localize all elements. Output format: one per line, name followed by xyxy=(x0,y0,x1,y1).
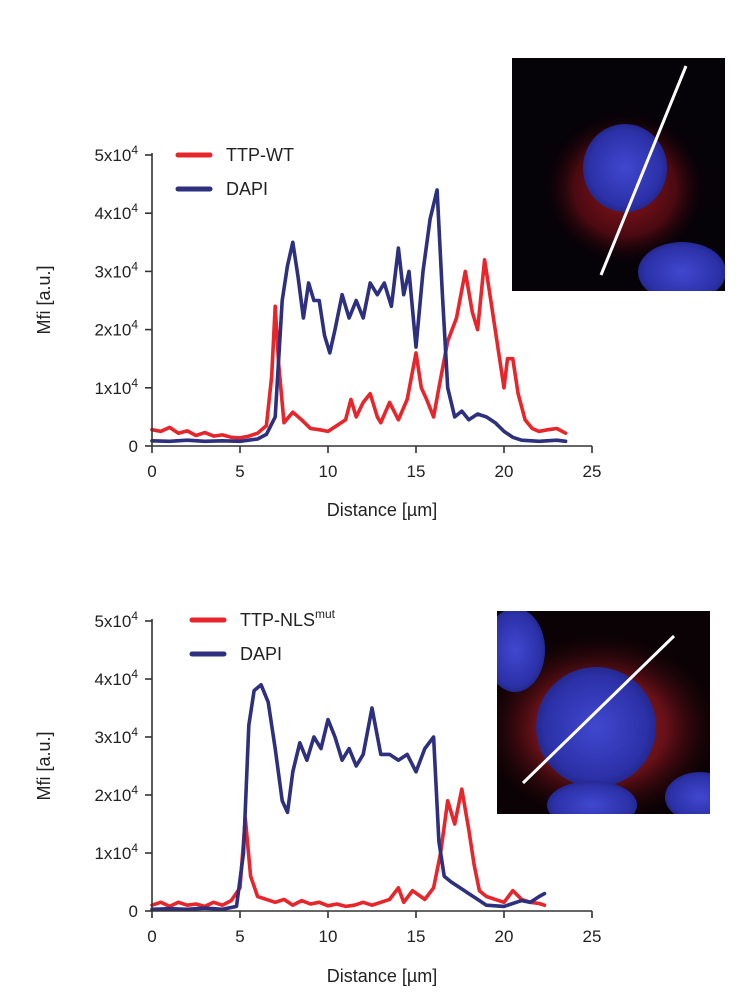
series-line-1 xyxy=(150,683,547,912)
micrograph-inset-bottom xyxy=(497,611,710,814)
chart-series-lines xyxy=(150,683,547,912)
chart-legend: TTP-WT DAPI xyxy=(175,145,294,199)
x-tick-label: 15 xyxy=(407,462,426,481)
series-line-0 xyxy=(150,787,547,909)
y-tick-label: 1x104 xyxy=(94,841,138,863)
chart-series-lines xyxy=(150,188,568,444)
y-axis-title: Mfi [a.u.] xyxy=(34,731,54,800)
x-tick-label: 0 xyxy=(147,462,156,481)
x-axis-title: Distance [µm] xyxy=(327,500,437,520)
y-tick-label: 2x104 xyxy=(94,318,138,340)
y-tick-label: 1x104 xyxy=(94,376,138,398)
x-tick-label: 5 xyxy=(235,927,244,946)
x-tick-label: 0 xyxy=(147,927,156,946)
line-chart-top: 0 5 10 15 20 25 0 1x104 2x104 3x104 4x104 5x104 Dist… xyxy=(34,143,601,520)
x-tick-label: 25 xyxy=(583,462,602,481)
y-tick-label: 5x104 xyxy=(94,143,138,165)
x-tick-label: 5 xyxy=(235,462,244,481)
chart-axes: 0 5 10 15 20 25 0 1x104 2x104 3x104 4x104 5x104 Dist… xyxy=(34,143,601,520)
y-tick-label: 0 xyxy=(129,902,138,921)
micrograph-inset-top xyxy=(512,58,725,291)
x-tick-label: 20 xyxy=(495,462,514,481)
legend-label-0: TTP-NLSmut xyxy=(240,607,336,630)
x-tick-label: 20 xyxy=(495,927,514,946)
y-tick-label: 2x104 xyxy=(94,783,138,805)
x-tick-label: 15 xyxy=(407,927,426,946)
x-tick-label: 10 xyxy=(319,927,338,946)
y-axis-title: Mfi [a.u.] xyxy=(34,265,54,334)
y-tick-label: 4x104 xyxy=(94,667,138,689)
legend-label-1: DAPI xyxy=(226,179,268,199)
chart-legend: TTP-NLSmut DAPI xyxy=(189,607,336,664)
y-tick-label: 5x104 xyxy=(94,609,138,631)
chart-axes: 0 5 10 15 20 25 0 1x104 2x104 3x104 4x104 5x104 Dist… xyxy=(34,609,601,986)
series-line-1 xyxy=(150,188,568,444)
line-chart-bottom: 0 5 10 15 20 25 0 1x104 2x104 3x104 4x104 5x104 Dist… xyxy=(34,607,601,986)
x-tick-label: 25 xyxy=(583,927,602,946)
y-tick-label: 0 xyxy=(129,437,138,456)
legend-label-0: TTP-WT xyxy=(226,145,294,165)
x-tick-label: 10 xyxy=(319,462,338,481)
legend-label-1: DAPI xyxy=(240,644,282,664)
y-tick-label: 4x104 xyxy=(94,201,138,223)
y-tick-label: 3x104 xyxy=(94,725,138,747)
y-tick-label: 3x104 xyxy=(94,259,138,281)
series-line-0 xyxy=(150,258,568,440)
x-axis-title: Distance [µm] xyxy=(327,966,437,986)
